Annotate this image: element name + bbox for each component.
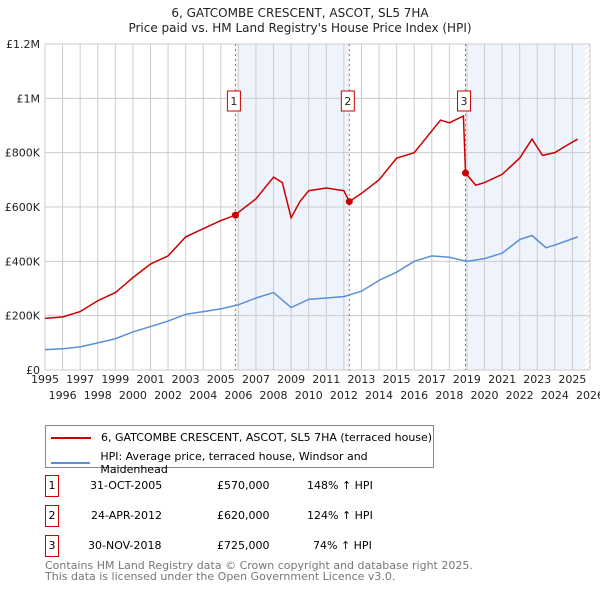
- sale-label: 2: [344, 95, 351, 108]
- legend-item-property: 6, GATCOMBE CRESCENT, ASCOT, SL5 7HA (te…: [51, 431, 432, 444]
- x-tick-label: 2018: [435, 389, 463, 402]
- x-tick-label: 2025: [558, 373, 586, 386]
- sale-hpi: 124% ↑ HPI: [307, 509, 373, 522]
- x-tick-label: 1998: [84, 389, 112, 402]
- sale-label: 3: [461, 95, 468, 108]
- x-tick-label: 2003: [172, 373, 200, 386]
- x-tick-label: 2014: [365, 389, 393, 402]
- x-tick-label: 1996: [49, 389, 77, 402]
- sale-point: [462, 169, 470, 177]
- legend-label: HPI: Average price, terraced house, Wind…: [100, 450, 368, 476]
- sale-badge: 3: [45, 535, 59, 557]
- legend-label: 6, GATCOMBE CRESCENT, ASCOT, SL5 7HA (te…: [101, 431, 433, 444]
- y-tick-label: £1M: [17, 92, 41, 105]
- x-tick-label: 2023: [523, 373, 551, 386]
- sale-label: 1: [230, 95, 237, 108]
- sale-row: 1 31-OCT-2005 £570,000 148% ↑ HPI: [45, 475, 445, 499]
- sale-badge: 2: [45, 505, 59, 527]
- x-tick-label: 2004: [189, 389, 217, 402]
- sale-hpi: 148% ↑ HPI: [307, 479, 373, 492]
- x-tick-label: 2000: [119, 389, 147, 402]
- sale-hpi: 74% ↑ HPI: [313, 539, 372, 552]
- sale-date: 31-OCT-2005: [90, 479, 163, 492]
- chart-subtitle: Price paid vs. HM Land Registry's House …: [128, 21, 471, 35]
- sale-price: £725,000: [217, 539, 270, 552]
- sale-date: 30-NOV-2018: [88, 539, 162, 552]
- sale-label-box: [226, 90, 241, 112]
- sale-row: 2 24-APR-2012 £620,000 124% ↑ HPI: [45, 505, 445, 529]
- y-tick-label: £800K: [5, 147, 41, 160]
- y-tick-label: £600K: [5, 201, 41, 214]
- footer: Contains HM Land Registry data © Crown c…: [45, 560, 473, 582]
- x-tick-label: 2007: [242, 373, 270, 386]
- x-tick-label: 2008: [260, 389, 288, 402]
- y-tick-label: £1.2M: [6, 38, 40, 51]
- x-tick-label: 2009: [277, 373, 305, 386]
- x-tick-label: 2015: [383, 373, 411, 386]
- x-tick-label: 2002: [154, 389, 182, 402]
- sale-price: £620,000: [217, 509, 270, 522]
- chart-title: 6, GATCOMBE CRESCENT, ASCOT, SL5 7HA: [171, 6, 429, 20]
- x-tick-label: 1995: [31, 373, 59, 386]
- y-tick-label: £200K: [5, 310, 41, 323]
- y-tick-label: £0: [26, 364, 40, 377]
- x-tick-label: 2019: [453, 373, 481, 386]
- sale-date: 24-APR-2012: [91, 509, 163, 522]
- x-tick-label: 1997: [66, 373, 94, 386]
- x-tick-label: 2006: [224, 389, 252, 402]
- x-tick-label: 2022: [506, 389, 534, 402]
- y-tick-label: £400K: [5, 255, 41, 268]
- sale-price: £570,000: [217, 479, 270, 492]
- x-tick-label: 2020: [471, 389, 499, 402]
- sale-row: 3 30-NOV-2018 £725,000 74% ↑ HPI: [45, 535, 445, 559]
- x-tick-label: 2013: [347, 373, 375, 386]
- x-tick-label: 2010: [295, 389, 323, 402]
- x-tick-label: 2012: [330, 389, 358, 402]
- legend-item-hpi: HPI: Average price, terraced house, Wind…: [51, 450, 433, 476]
- price-chart: 6, GATCOMBE CRESCENT, ASCOT, SL5 7HAPric…: [5, 6, 600, 402]
- sale-label-box: [457, 90, 472, 112]
- sale-badge: 1: [45, 475, 59, 497]
- footer-line: This data is licensed under the Open Gov…: [45, 570, 396, 583]
- legend: 6, GATCOMBE CRESCENT, ASCOT, SL5 7HA (te…: [45, 425, 434, 476]
- x-tick-label: 2016: [400, 389, 428, 402]
- series-line-property: [44, 114, 579, 320]
- sale-point: [345, 198, 353, 206]
- x-tick-label: 2011: [312, 373, 340, 386]
- footer-line: Contains HM Land Registry data © Crown c…: [45, 559, 473, 572]
- x-tick-label: 1999: [101, 373, 129, 386]
- x-tick-label: 2017: [418, 373, 446, 386]
- x-tick-label: 2026: [576, 389, 600, 402]
- legend-swatch-blue: [51, 462, 91, 464]
- sale-point: [231, 211, 239, 219]
- x-tick-label: 2024: [541, 389, 569, 402]
- x-tick-label: 2005: [207, 373, 235, 386]
- legend-swatch-red: [51, 436, 91, 439]
- x-tick-label: 2021: [488, 373, 516, 386]
- sale-label-box: [340, 90, 355, 112]
- series-line-hpi: [44, 234, 578, 351]
- x-tick-label: 2001: [136, 373, 164, 386]
